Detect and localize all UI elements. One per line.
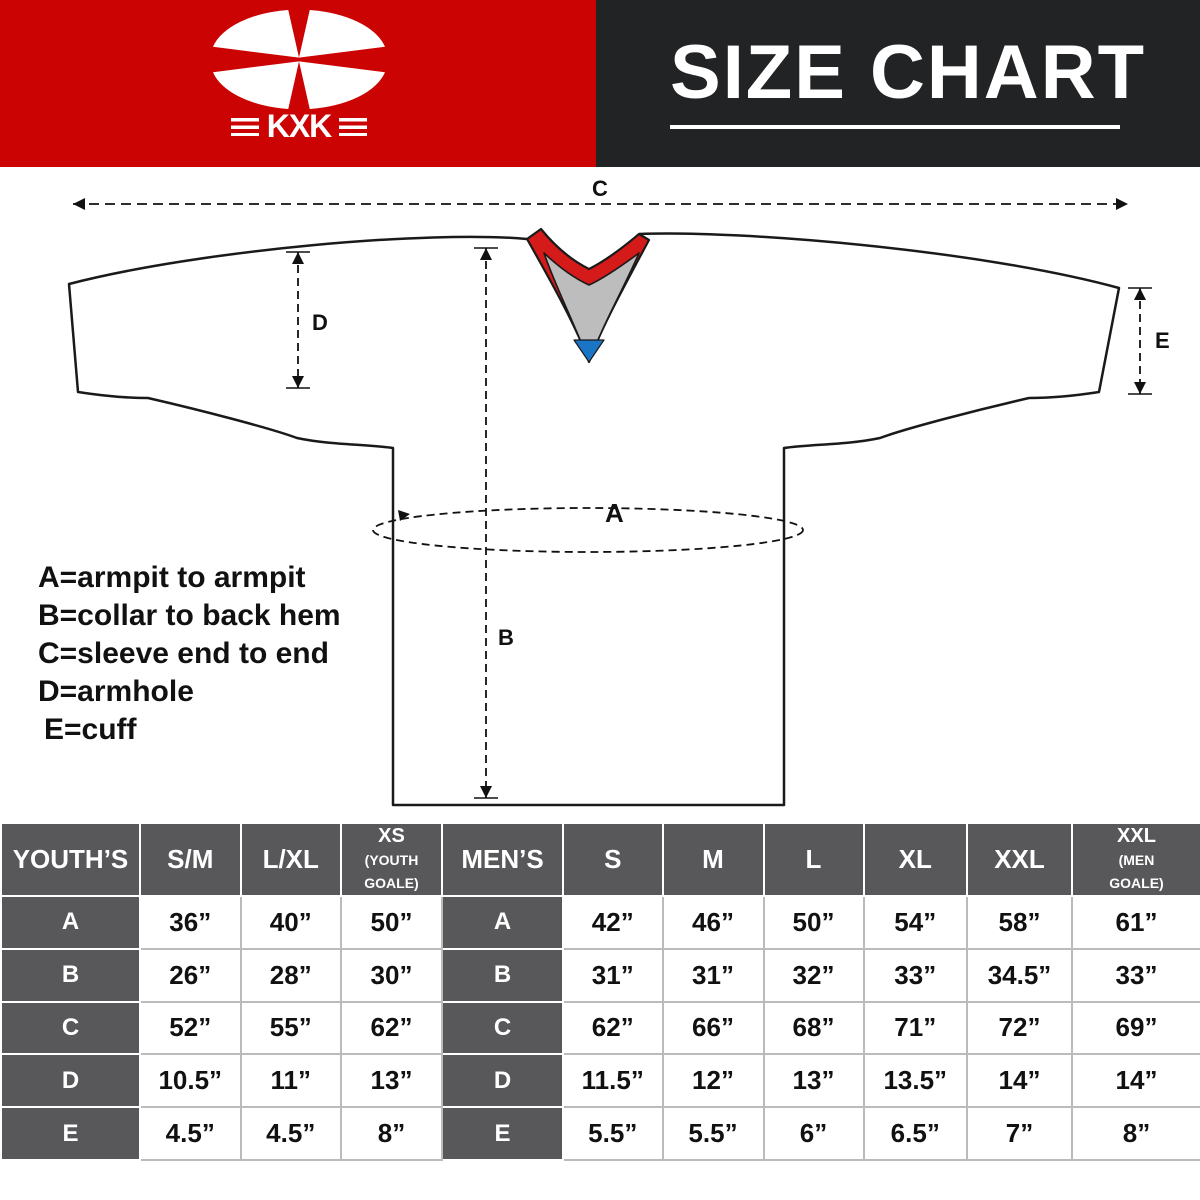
svg-text:D: D xyxy=(312,310,328,335)
svg-text:C=sleeve end to end: C=sleeve end to end xyxy=(38,637,329,670)
svg-text:D=armhole: D=armhole xyxy=(38,675,194,708)
svg-text:E: E xyxy=(1155,328,1170,353)
svg-text:C: C xyxy=(592,176,608,201)
svg-text:B: B xyxy=(498,625,514,650)
svg-text:A: A xyxy=(605,498,624,528)
svg-text:E=cuff: E=cuff xyxy=(44,713,138,746)
svg-text:A=armpit to armpit: A=armpit to armpit xyxy=(38,561,306,594)
svg-text:B=collar to back hem: B=collar to back hem xyxy=(38,599,341,632)
